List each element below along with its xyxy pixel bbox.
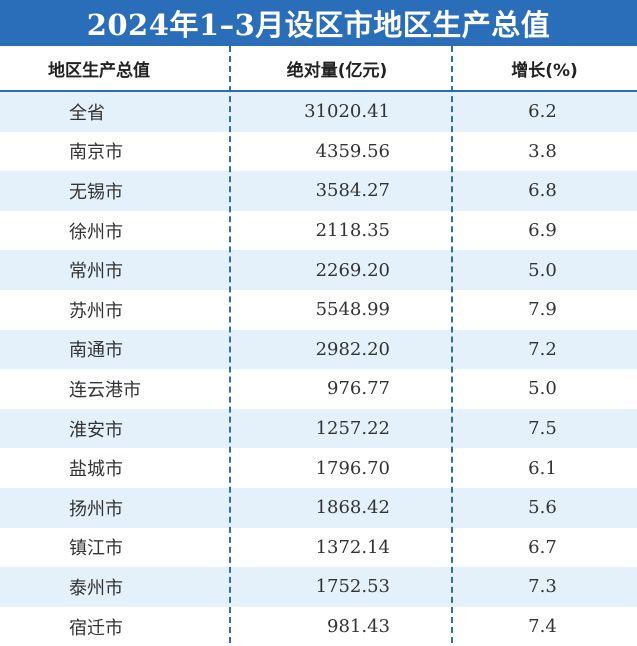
- row-value: 2982.20: [315, 338, 390, 360]
- header-value: 绝对量(亿元): [286, 60, 388, 81]
- column-divider: [451, 46, 453, 643]
- row-growth: 7.2: [528, 338, 557, 360]
- table-body: 全省 31020.41 6.2 南京市 4359.56 3.8 无锡市 3584…: [0, 92, 637, 646]
- table-row: 无锡市 3584.27 6.8: [0, 171, 637, 211]
- row-region: 宿迁市: [69, 617, 123, 639]
- row-growth: 3.8: [528, 140, 557, 162]
- row-growth: 7.9: [528, 299, 557, 321]
- table-row: 宿迁市 981.43 7.4: [0, 607, 637, 646]
- row-region: 常州市: [69, 261, 123, 283]
- row-region: 泰州市: [69, 577, 123, 599]
- row-region: 淮安市: [69, 419, 123, 441]
- row-growth: 6.2: [528, 101, 557, 123]
- row-growth: 5.0: [528, 378, 557, 400]
- table-row: 常州市 2269.20 5.0: [0, 250, 637, 290]
- row-value: 1796.70: [315, 457, 390, 479]
- row-value: 981.43: [327, 616, 390, 638]
- row-growth: 7.5: [528, 418, 557, 440]
- table-row: 全省 31020.41 6.2: [0, 92, 637, 132]
- row-value: 1257.22: [315, 418, 390, 440]
- row-growth: 7.3: [528, 576, 557, 598]
- row-region: 徐州市: [69, 221, 123, 243]
- column-divider: [229, 46, 231, 643]
- row-growth: 6.8: [528, 180, 557, 202]
- row-value: 1372.14: [315, 536, 390, 558]
- row-growth: 6.7: [528, 536, 557, 558]
- row-growth: 5.0: [528, 259, 557, 281]
- table-row: 镇江市 1372.14 6.7: [0, 528, 637, 568]
- table-row: 南通市 2982.20 7.2: [0, 329, 637, 370]
- row-value: 4359.56: [315, 140, 390, 162]
- table-title: 2024年1–3月设区市地区生产总值: [0, 0, 637, 46]
- table-row: 扬州市 1868.42 5.6: [0, 487, 637, 528]
- header-growth: 增长(%): [511, 60, 578, 81]
- row-value: 976.77: [327, 378, 390, 400]
- row-region: 南通市: [69, 340, 123, 362]
- row-region: 扬州市: [69, 498, 123, 520]
- table-row: 盐城市 1796.70 6.1: [0, 448, 637, 488]
- table-row: 淮安市 1257.22 7.5: [0, 408, 637, 449]
- row-region: 南京市: [69, 142, 123, 164]
- row-region: 镇江市: [69, 538, 123, 560]
- row-growth: 5.6: [528, 497, 557, 519]
- row-region: 无锡市: [69, 181, 123, 203]
- row-value: 1868.42: [315, 497, 390, 519]
- table-row: 南京市 4359.56 3.8: [0, 132, 637, 172]
- table-row: 徐州市 2118.35 6.9: [0, 211, 637, 251]
- row-growth: 6.1: [528, 457, 557, 479]
- row-growth: 6.9: [528, 220, 557, 242]
- row-region: 苏州市: [69, 300, 123, 322]
- row-value: 2118.35: [315, 220, 390, 242]
- row-value: 3584.27: [315, 180, 390, 202]
- table-row: 苏州市 5548.99 7.9: [0, 290, 637, 330]
- row-value: 5548.99: [315, 299, 390, 321]
- header-region: 地区生产总值: [48, 60, 150, 81]
- row-region: 连云港市: [69, 379, 141, 401]
- table-row: 连云港市 976.77 5.0: [0, 369, 637, 409]
- table-row: 泰州市 1752.53 7.3: [0, 567, 637, 607]
- row-value: 1752.53: [315, 576, 390, 598]
- row-value: 2269.20: [315, 259, 390, 281]
- row-value: 31020.41: [304, 101, 390, 123]
- table-header: 地区生产总值 绝对量(亿元) 增长(%): [0, 46, 637, 92]
- row-growth: 7.4: [528, 616, 557, 638]
- row-region: 全省: [69, 102, 105, 124]
- row-region: 盐城市: [69, 459, 123, 481]
